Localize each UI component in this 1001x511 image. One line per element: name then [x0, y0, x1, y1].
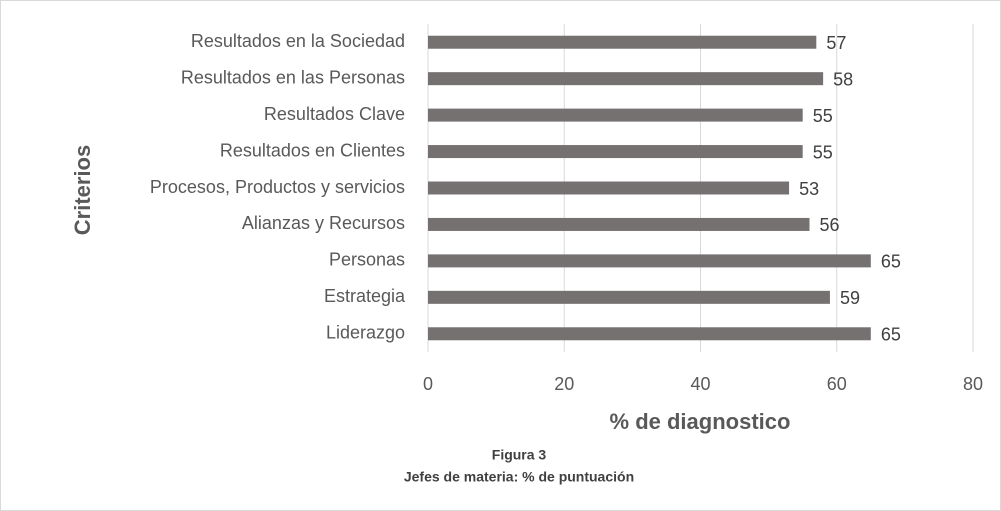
value-label: 56 — [820, 215, 840, 235]
value-label: 59 — [840, 288, 860, 308]
bar — [428, 145, 803, 159]
y-tick-label: Resultados en las Personas — [181, 67, 405, 87]
y-tick-label: Estrategia — [324, 286, 406, 306]
x-tick-label: 60 — [827, 374, 847, 394]
value-label: 53 — [799, 179, 819, 199]
bar — [428, 327, 871, 341]
value-label: 65 — [881, 325, 901, 345]
y-tick-label: Resultados en Clientes — [220, 140, 405, 160]
value-label: 58 — [833, 69, 853, 89]
x-tick-label: 40 — [690, 374, 710, 394]
bar — [428, 217, 810, 231]
value-label: 55 — [813, 106, 833, 126]
y-tick-label: Liderazgo — [326, 323, 405, 343]
y-tick-label: Personas — [329, 250, 405, 270]
y-tick-label: Resultados en la Sociedad — [191, 31, 405, 51]
y-tick-label: Procesos, Productos y servicios — [150, 177, 405, 197]
bar — [428, 72, 824, 86]
bar — [428, 290, 830, 304]
y-tick-label: Resultados Clave — [264, 104, 405, 124]
value-label: 55 — [813, 142, 833, 162]
bar — [428, 254, 871, 268]
y-tick-label: Alianzas y Recursos — [242, 213, 405, 233]
x-tick-label: 80 — [963, 374, 983, 394]
figure-label: Figura 3 — [492, 447, 547, 463]
bar — [428, 181, 790, 195]
value-label: 65 — [881, 252, 901, 272]
x-tick-label: 20 — [554, 374, 574, 394]
y-axis-title: Criterios — [70, 145, 95, 235]
x-tick-label: 0 — [423, 374, 433, 394]
x-axis-title: % de diagnostico — [610, 409, 791, 434]
figure-caption: Jefes de materia: % de puntuación — [404, 469, 634, 485]
bar — [428, 35, 817, 49]
value-label: 57 — [826, 33, 846, 53]
bar — [428, 108, 803, 122]
